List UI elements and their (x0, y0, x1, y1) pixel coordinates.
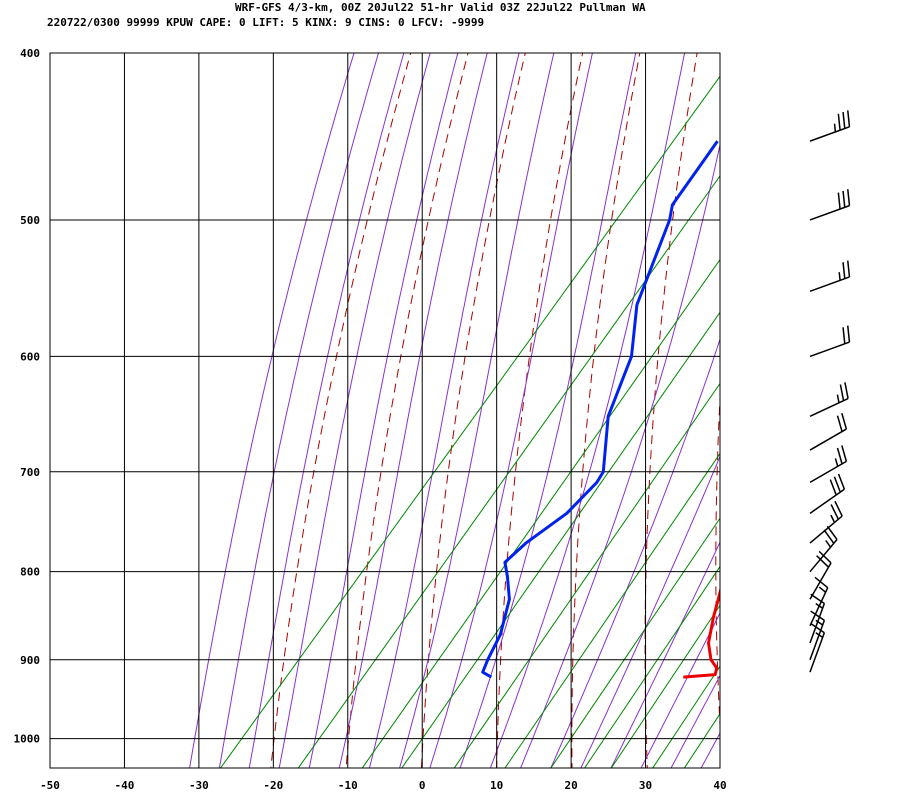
moist-adiabat (520, 142, 720, 768)
wind-barb (809, 550, 832, 600)
chart-subtitle: 220722/0300 99999 KPUW CAPE: 0 LIFT: 5 K… (47, 16, 484, 29)
plot-frame (49, 52, 721, 769)
moist-adiabat (399, 53, 555, 768)
pressure-tick-label: 1000 (14, 733, 41, 746)
mixing-ratio-line (297, 175, 720, 768)
mixing-ratio-line (361, 258, 720, 768)
x-tick-label: -30 (189, 779, 209, 792)
pressure-tick-label: 800 (20, 566, 40, 579)
dry-adiabat (345, 53, 469, 768)
x-tick-label: 10 (490, 779, 503, 792)
background-lines (50, 0, 900, 782)
x-tick-label: 0 (419, 779, 426, 792)
sounding-profiles (481, 140, 720, 679)
dry-adiabat (270, 53, 412, 768)
moist-adiabat (489, 53, 686, 768)
moist-adiabat (670, 674, 720, 768)
wind-barb (809, 382, 849, 417)
mixing-ratio-line (401, 311, 720, 768)
dry-adiabat (784, 0, 822, 782)
chart-title: WRF-GFS 4/3-km, 00Z 20Jul22 51-hr Valid … (235, 1, 646, 14)
x-tick-label: 20 (564, 779, 577, 792)
mixing-ratio-line (712, 0, 900, 782)
moist-adiabat (550, 337, 720, 768)
wind-barb (809, 576, 829, 627)
x-tick-label: 30 (639, 779, 652, 792)
mixing-ratio-line (219, 75, 720, 768)
wind-barb (809, 500, 843, 544)
pressure-tick-label: 900 (20, 654, 40, 667)
x-tick-label: -40 (115, 779, 135, 792)
x-tick-label: -50 (40, 779, 60, 792)
moist-adiabat (459, 53, 637, 768)
moist-adiabat (278, 53, 431, 768)
moist-adiabat (248, 53, 405, 768)
mixing-ratio-line (453, 382, 720, 768)
pressure-tick-label: 600 (20, 350, 40, 363)
moist-adiabat (640, 611, 720, 768)
wind-barb (809, 110, 851, 142)
pressure-tick-label: 400 (20, 47, 40, 60)
wind-barb (809, 622, 826, 673)
wind-barb (809, 413, 848, 451)
pressure-tick-label: 500 (20, 214, 40, 227)
moist-adiabat (429, 53, 593, 768)
dewpoint-profile (481, 140, 719, 679)
wind-barb (809, 445, 848, 484)
mixing-ratio-line (652, 665, 720, 768)
axis-ticks: -50 -40 -30 -20 -10 0 10 20 30 40 400 500 600 700 800 9… (14, 47, 727, 792)
wind-barb (809, 473, 846, 514)
mixing-ratio-line (504, 452, 720, 768)
wind-barb (809, 525, 838, 573)
wind-barb (809, 189, 851, 221)
dry-adiabat (496, 53, 584, 768)
wind-barb (809, 325, 851, 358)
mixing-ratio-line (610, 604, 720, 768)
dry-adiabat (644, 53, 698, 768)
wind-barbs (809, 110, 851, 673)
x-tick-label: -20 (263, 779, 283, 792)
temperature-profile (683, 586, 720, 679)
x-tick-label: -10 (338, 779, 358, 792)
moist-adiabat (189, 53, 355, 768)
mixing-ratio-line (584, 565, 720, 768)
moist-adiabat (368, 53, 520, 768)
dry-adiabat (715, 389, 720, 735)
mixing-ratio-line (550, 517, 720, 768)
moist-adiabat (580, 455, 720, 768)
dry-adiabat (851, 0, 878, 782)
moist-adiabat (610, 541, 720, 768)
pressure-tick-label: 700 (20, 466, 40, 479)
moist-adiabat (308, 53, 459, 768)
moist-adiabat (700, 732, 720, 768)
moist-adiabat (218, 53, 380, 768)
x-tick-label: 40 (713, 779, 726, 792)
moist-adiabat (338, 53, 488, 768)
wind-barb (809, 593, 826, 644)
mixing-ratio-line (683, 712, 720, 768)
dry-adiabat (571, 53, 641, 768)
wind-barb (809, 260, 851, 293)
moist-adiabat (723, 0, 900, 782)
wind-barb (809, 610, 826, 661)
